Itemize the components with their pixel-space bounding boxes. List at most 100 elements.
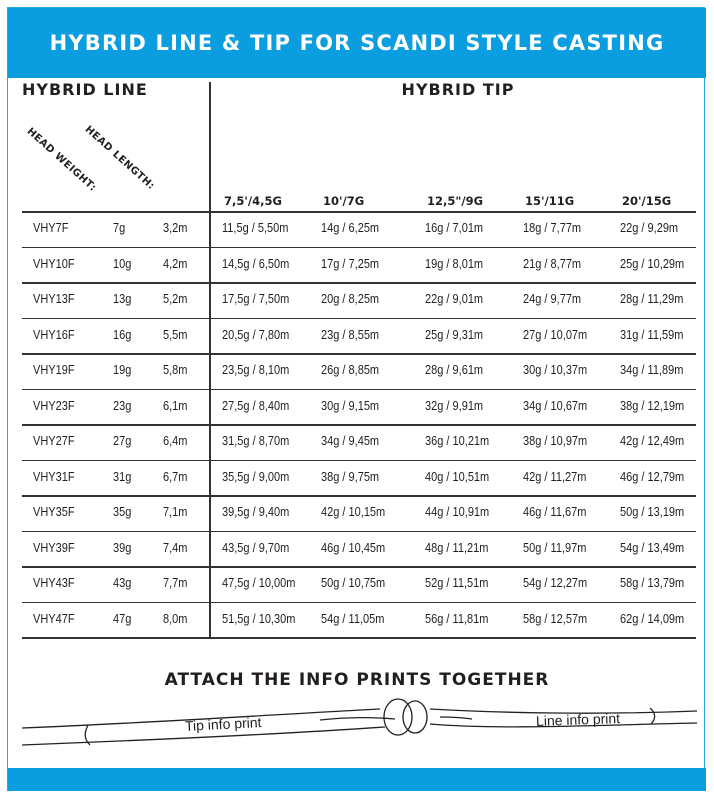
- row-divider: [22, 530, 696, 532]
- tip-spec: 20g / 8,25m: [321, 292, 380, 306]
- tip-spec: 50g / 11,97m: [523, 540, 587, 555]
- row-divider: [22, 353, 696, 355]
- tip-spec: 14g / 6,25m: [321, 221, 380, 235]
- tip-spec: 54g / 13,49m: [620, 540, 685, 555]
- line-model: VHY23F: [33, 398, 75, 413]
- header-rule: [22, 211, 696, 213]
- tip-spec: 54g / 11,05m: [321, 611, 385, 626]
- tip-spec: 48g / 11,21m: [425, 540, 489, 555]
- tip-spec: 43,5g / 9,70m: [222, 540, 290, 555]
- line-model: VHY31F: [33, 469, 75, 484]
- line-model: VHY27F: [33, 434, 75, 448]
- head-weight: 43g: [113, 576, 132, 590]
- tip-spec: 42g / 10,15m: [321, 505, 386, 519]
- tip-column-header: 12,5"/9G: [427, 194, 484, 208]
- head-weight: 19g: [113, 363, 132, 377]
- head-weight: 27g: [113, 434, 132, 448]
- tip-spec: 16g / 7,01m: [425, 221, 484, 235]
- row-divider: [22, 495, 696, 497]
- tip-spec: 36g / 10,21m: [425, 434, 490, 448]
- tip-spec: 58g / 13,79m: [620, 576, 685, 590]
- head-length: 4,2m: [163, 256, 188, 271]
- line-model: VHY39F: [33, 540, 75, 555]
- tip-column-header: 20'/15G: [622, 194, 672, 208]
- tip-spec: 34g / 11,89m: [620, 363, 684, 377]
- tip-spec: 46g / 12,79m: [620, 469, 685, 484]
- tip-spec: 38g / 9,75m: [321, 469, 380, 484]
- head-length: 7,1m: [163, 505, 188, 519]
- head-weight: 16g: [113, 327, 132, 342]
- tip-spec: 31g / 11,59m: [620, 327, 684, 342]
- title-banner: HYBRID LINE & TIP FOR SCANDI STYLE CASTI…: [8, 8, 706, 78]
- tip-spec: 22g / 9,29m: [620, 221, 679, 235]
- tip-spec: 58g / 12,57m: [523, 611, 588, 626]
- tip-spec: 23g / 8,55m: [321, 327, 380, 342]
- tip-spec: 39,5g / 9,40m: [222, 505, 290, 519]
- tip-spec: 38g / 10,97m: [523, 434, 588, 448]
- tip-spec: 46g / 10,45m: [321, 540, 386, 555]
- hybrid-tip-heading: HYBRID TIP: [401, 80, 515, 99]
- tip-spec: 18g / 7,77m: [523, 221, 582, 235]
- diagram-title: ATTACH THE INFO PRINTS TOGETHER: [164, 670, 550, 690]
- tip-spec: 40g / 10,51m: [425, 469, 490, 484]
- tip-spec: 31,5g / 8,70m: [222, 434, 290, 448]
- head-weight: 39g: [113, 540, 132, 555]
- head-weight: 10g: [113, 256, 132, 271]
- head-length: 5,8m: [163, 363, 188, 377]
- tip-spec: 32g / 9,91m: [425, 398, 484, 413]
- knot-diagram-icon: [21, 698, 698, 746]
- tip-spec: 11,5g / 5,50m: [222, 221, 289, 235]
- tip-spec: 52g / 11,51m: [425, 576, 489, 590]
- row-divider: [22, 282, 696, 284]
- tip-spec: 25g / 9,31m: [425, 327, 484, 342]
- head-length: 5,2m: [163, 292, 188, 306]
- tip-column-header: 7,5'/4,5G: [224, 194, 282, 208]
- line-info-print-label: Line info print: [535, 710, 621, 729]
- tip-spec: 14,5g / 6,50m: [222, 256, 290, 271]
- tip-spec: 20,5g / 7,80m: [222, 327, 290, 342]
- tip-spec: 17,5g / 7,50m: [222, 292, 290, 306]
- tip-spec: 44g / 10,91m: [425, 505, 490, 519]
- tip-spec: 38g / 12,19m: [620, 398, 685, 413]
- tip-spec: 34g / 10,67m: [523, 398, 588, 413]
- tip-spec: 23,5g / 8,10m: [222, 363, 290, 377]
- head-weight: 13g: [113, 292, 132, 306]
- head-length: 3,2m: [163, 221, 188, 235]
- head-length: 7,4m: [163, 540, 188, 555]
- tip-spec: 30g / 10,37m: [523, 363, 588, 377]
- tip-spec: 62g / 14,09m: [620, 611, 685, 626]
- hybrid-line-heading: HYBRID LINE: [22, 80, 148, 99]
- head-length: 6,1m: [163, 398, 188, 413]
- tip-spec: 24g / 9,77m: [523, 292, 582, 306]
- tip-spec: 26g / 8,85m: [321, 363, 380, 377]
- tip-spec: 17g / 7,25m: [321, 256, 380, 271]
- head-length: 6,7m: [163, 469, 188, 484]
- row-divider: [22, 459, 696, 461]
- line-model: VHY13F: [33, 292, 75, 306]
- line-model: VHY35F: [33, 505, 75, 519]
- row-divider: [22, 388, 696, 390]
- head-length: 6,4m: [163, 434, 188, 448]
- row-divider: [22, 317, 696, 319]
- tip-spec: 25g / 10,29m: [620, 256, 685, 271]
- head-length: 5,5m: [163, 327, 188, 342]
- tip-column-header: 10'/7G: [323, 194, 365, 208]
- tip-spec: 27g / 10,07m: [523, 327, 588, 342]
- tip-spec: 19g / 8,01m: [425, 256, 484, 271]
- head-weight: 23g: [113, 398, 132, 413]
- head-length: 8,0m: [163, 611, 188, 626]
- tip-column-header: 15'/11G: [525, 194, 575, 208]
- head-weight: 35g: [113, 505, 132, 519]
- tip-spec: 21g / 8,77m: [523, 256, 582, 271]
- tip-spec: 28g / 11,29m: [620, 292, 684, 306]
- tip-spec: 50g / 13,19m: [620, 505, 685, 519]
- line-model: VHY7F: [33, 221, 69, 235]
- tip-spec: 35,5g / 9,00m: [222, 469, 290, 484]
- tip-spec: 47,5g / 10,00m: [222, 576, 296, 590]
- footer-band: [8, 768, 706, 791]
- line-model: VHY47F: [33, 611, 75, 626]
- tip-spec: 42g / 11,27m: [523, 469, 587, 484]
- line-model: VHY43F: [33, 576, 75, 590]
- row-divider: [22, 424, 696, 426]
- line-model: VHY19F: [33, 363, 75, 377]
